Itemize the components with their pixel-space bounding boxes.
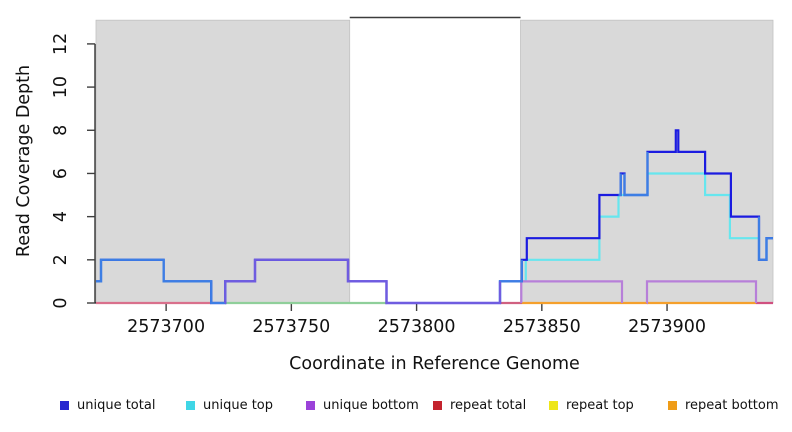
legend-swatch-unique-bottom <box>306 401 315 410</box>
legend-swatch-unique-total <box>60 401 69 410</box>
x-tick-label: 2573900 <box>628 317 706 337</box>
legend-swatch-repeat-top <box>549 401 558 410</box>
y-axis-title: Read Coverage Depth <box>14 64 34 258</box>
series-unique-total-over-top <box>96 258 227 305</box>
legend-label: unique top <box>203 398 274 413</box>
legend-item-unique-bottom: unique bottom <box>306 398 419 413</box>
y-tick-label: 6 <box>51 168 71 179</box>
y-tick-label: 2 <box>51 254 71 265</box>
x-tick-label: 2573750 <box>252 317 330 337</box>
series-unique-total-over-top <box>618 173 622 197</box>
x-tick-label: 2573700 <box>127 317 205 337</box>
legend-label: repeat top <box>566 398 634 413</box>
legend-item-repeat-bottom: repeat bottom <box>668 398 779 413</box>
legend-label: unique total <box>77 398 156 413</box>
series-unique-bottom <box>520 280 624 303</box>
series-unique-total-over-top <box>498 259 523 303</box>
legend-item-unique-total: unique total <box>60 398 155 413</box>
y-tick-label: 8 <box>51 125 71 136</box>
legend-swatch-repeat-total <box>433 401 442 410</box>
legend-label: repeat bottom <box>685 398 779 413</box>
legend-item-repeat-top: repeat top <box>549 398 634 413</box>
shaded-region <box>95 19 351 304</box>
series-unique-bottom <box>645 280 758 305</box>
legend-swatch-unique-top <box>186 401 195 410</box>
legend-swatch-repeat-bottom <box>668 401 677 410</box>
x-tick-label: 2573850 <box>503 317 581 337</box>
x-axis-title: Coordinate in Reference Genome <box>289 354 580 374</box>
plot-svg: 2573700 2573750 2573800 2573850 2573900 0 2 4 6 8… <box>51 16 774 337</box>
legend: unique total unique top unique bottom re… <box>0 398 792 422</box>
legend-item-unique-top: unique top <box>186 398 273 413</box>
series-unique-total-over-top <box>623 151 649 197</box>
y-tick-label: 4 <box>51 211 71 222</box>
y-tick-label: 0 <box>51 297 71 308</box>
y-tick-label: 10 <box>51 76 71 98</box>
series-unique-total-over-bottom <box>224 258 502 305</box>
legend-item-repeat-total: repeat total <box>433 398 526 413</box>
y-tick-label: 12 <box>51 33 71 55</box>
legend-label: repeat total <box>450 398 527 413</box>
legend-label: unique bottom <box>323 398 419 413</box>
x-tick-label: 2573800 <box>378 317 456 337</box>
series-unique-total-over-top <box>757 216 773 261</box>
